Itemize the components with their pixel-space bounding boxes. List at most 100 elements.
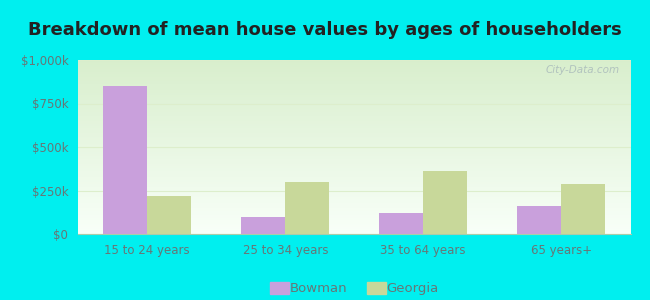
Bar	[78, 109, 630, 110]
Bar	[78, 197, 630, 199]
Bar	[78, 128, 630, 130]
Text: City-Data.com: City-Data.com	[545, 65, 619, 75]
Bar	[78, 206, 630, 208]
Bar	[78, 156, 630, 158]
Bar	[78, 81, 630, 82]
Bar	[78, 185, 630, 187]
Bar	[78, 143, 630, 145]
Bar	[78, 138, 630, 140]
Bar	[78, 124, 630, 126]
Legend: Bowman, Georgia: Bowman, Georgia	[265, 277, 444, 300]
Bar	[78, 62, 630, 64]
Bar	[78, 123, 630, 124]
Bar	[78, 177, 630, 178]
Bar	[78, 182, 630, 184]
Bar	[78, 220, 630, 222]
Bar	[78, 161, 630, 163]
Bar	[78, 93, 630, 95]
Bar	[78, 70, 630, 72]
Bar	[78, 213, 630, 215]
Bar	[78, 74, 630, 76]
Bar	[78, 196, 630, 197]
Bar	[78, 212, 630, 213]
Bar	[241, 217, 285, 234]
Bar	[78, 163, 630, 164]
Bar	[78, 82, 630, 84]
Bar	[78, 72, 630, 74]
Bar	[78, 60, 630, 62]
Bar	[78, 203, 630, 204]
Bar	[78, 187, 630, 189]
Bar	[78, 98, 630, 100]
Bar	[78, 149, 630, 151]
Bar	[78, 232, 630, 234]
Bar	[78, 175, 630, 177]
Bar	[78, 201, 630, 203]
Bar	[78, 224, 630, 225]
Bar	[78, 173, 630, 175]
Bar	[78, 190, 630, 192]
Bar	[78, 180, 630, 182]
Bar	[103, 86, 148, 234]
Bar	[78, 105, 630, 107]
Bar	[78, 140, 630, 142]
Bar	[78, 178, 630, 180]
Bar	[78, 103, 630, 105]
Bar	[78, 95, 630, 97]
Bar	[148, 196, 192, 234]
Bar	[78, 158, 630, 159]
Bar	[78, 102, 630, 103]
Bar	[561, 184, 605, 234]
Bar	[78, 112, 630, 114]
Bar	[285, 182, 330, 234]
Bar	[78, 145, 630, 147]
Bar	[78, 147, 630, 149]
Bar	[78, 159, 630, 161]
Bar	[78, 218, 630, 220]
Bar	[78, 136, 630, 138]
Text: Breakdown of mean house values by ages of householders: Breakdown of mean house values by ages o…	[28, 21, 622, 39]
Bar	[78, 88, 630, 90]
Bar	[78, 142, 630, 143]
Bar	[78, 107, 630, 109]
Bar	[78, 86, 630, 88]
Bar	[78, 168, 630, 170]
Bar	[78, 199, 630, 201]
Bar	[78, 130, 630, 131]
Bar	[423, 171, 467, 234]
Bar	[78, 208, 630, 210]
Bar	[78, 131, 630, 133]
Bar	[78, 189, 630, 190]
Bar	[78, 114, 630, 116]
Bar	[78, 192, 630, 194]
Bar	[78, 225, 630, 227]
Bar	[78, 169, 630, 171]
Bar	[78, 135, 630, 137]
Bar	[78, 217, 630, 218]
Bar	[78, 229, 630, 230]
Bar	[78, 67, 630, 69]
Bar	[78, 152, 630, 154]
Bar	[78, 97, 630, 98]
Bar	[78, 69, 630, 70]
Bar	[78, 76, 630, 77]
Bar	[78, 171, 630, 173]
Bar	[78, 230, 630, 232]
Bar	[78, 222, 630, 224]
Bar	[379, 213, 423, 234]
Bar	[78, 117, 630, 119]
Bar	[78, 215, 630, 217]
Bar	[78, 90, 630, 91]
Bar	[78, 77, 630, 79]
Bar	[78, 110, 630, 112]
Bar	[78, 227, 630, 229]
Bar	[78, 154, 630, 156]
Bar	[78, 151, 630, 152]
Bar	[78, 79, 630, 81]
Bar	[78, 164, 630, 166]
Bar	[78, 116, 630, 117]
Bar	[78, 100, 630, 102]
Bar	[78, 65, 630, 67]
Bar	[78, 121, 630, 123]
Bar	[78, 166, 630, 168]
